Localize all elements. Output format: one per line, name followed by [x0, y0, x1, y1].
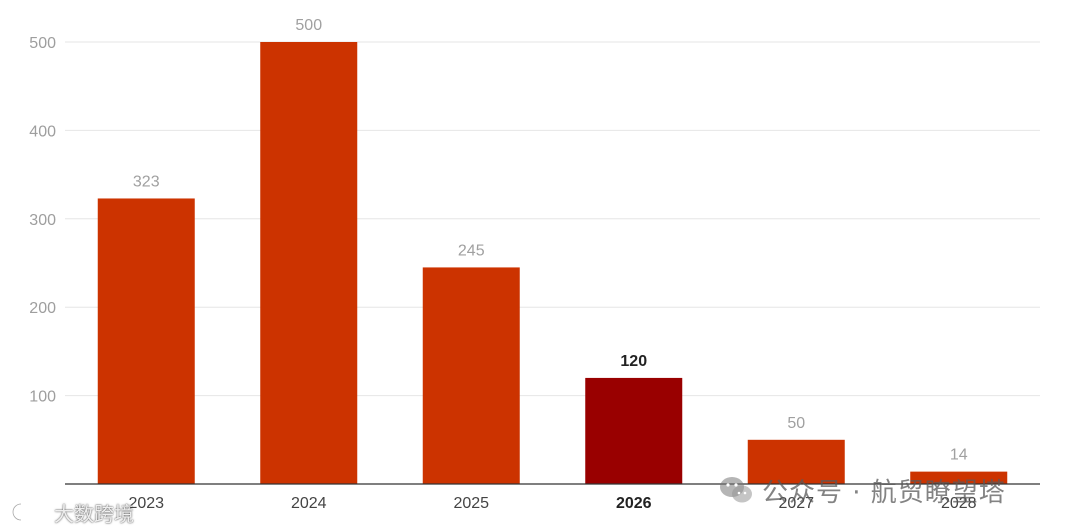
- data-label-2023: 323: [133, 173, 160, 190]
- y-axis-ticks: 100 200 300 400 500: [29, 35, 56, 406]
- bar-2025: [422, 267, 520, 484]
- x-tick-label-2027: 2027: [778, 495, 814, 512]
- y-tick-label-400: 400: [29, 123, 56, 140]
- x-axis-labels: 2023 2024 2025 2026 2027 2028: [128, 495, 976, 512]
- data-label-2027: 50: [787, 415, 805, 432]
- x-tick-label-2023: 2023: [128, 495, 164, 512]
- logo-mark-icon: [11, 502, 46, 522]
- data-label-2024: 500: [295, 17, 322, 34]
- data-labels: 323 500 245 120 50 14: [133, 17, 968, 464]
- y-tick-label-100: 100: [29, 389, 56, 406]
- y-tick-label-200: 200: [29, 300, 56, 317]
- watermark-left: 大数跨境: [10, 498, 134, 526]
- bar-2027: [747, 439, 845, 484]
- bar-2023: [97, 198, 195, 484]
- bars: [97, 42, 1008, 484]
- watermark-right-text: 公众号 · 航贸瞭望塔: [762, 477, 1006, 508]
- data-label-2028: 14: [950, 447, 968, 464]
- y-tick-label-500: 500: [29, 35, 56, 52]
- watermark-right: 公众号 · 航贸瞭望塔: [718, 470, 1006, 510]
- x-tick-label-2025: 2025: [453, 495, 489, 512]
- grid-lines: [65, 41, 1040, 397]
- bar-2026: [585, 377, 683, 484]
- y-tick-label-300: 300: [29, 212, 56, 229]
- x-tick-label-2024: 2024: [291, 495, 327, 512]
- x-tick-label-2026: 2026: [616, 495, 652, 512]
- data-label-2025: 245: [458, 242, 485, 259]
- wechat-icon: [720, 477, 752, 503]
- x-tick-label-2028: 2028: [941, 495, 977, 512]
- bar-2024: [260, 42, 358, 484]
- data-label-2026: 120: [620, 353, 647, 370]
- watermark-left-text: 大数跨境: [54, 501, 134, 526]
- bar-2028: [910, 471, 1008, 484]
